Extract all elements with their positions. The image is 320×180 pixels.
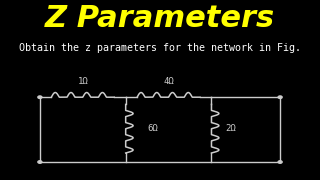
Text: 2Ω: 2Ω — [225, 124, 236, 133]
Text: 1Ω: 1Ω — [77, 76, 88, 86]
Circle shape — [38, 96, 42, 98]
Text: Obtain the z parameters for the network in Fig.: Obtain the z parameters for the network … — [19, 43, 301, 53]
Text: Z Parameters: Z Parameters — [45, 4, 275, 33]
Circle shape — [38, 161, 42, 163]
Circle shape — [278, 161, 282, 163]
Circle shape — [278, 96, 282, 98]
Text: 4Ω: 4Ω — [163, 76, 174, 86]
Text: 6Ω: 6Ω — [147, 124, 158, 133]
